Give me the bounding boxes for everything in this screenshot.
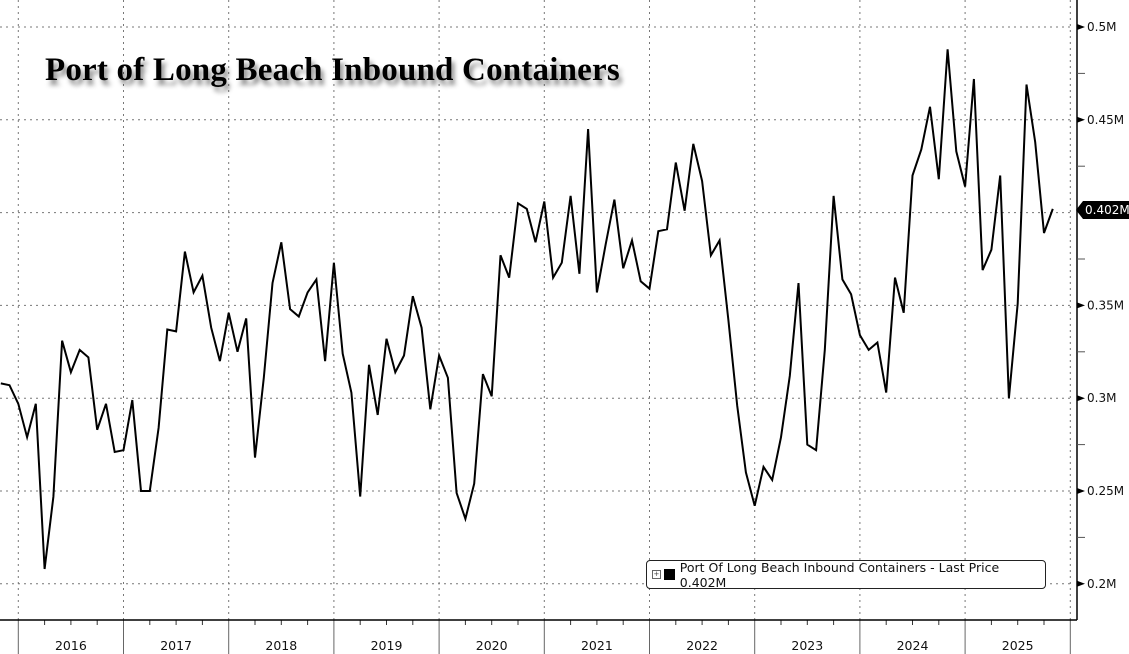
series-layer: [0, 49, 1054, 570]
y-tick-arrow: [1077, 24, 1085, 30]
y-tick-label: 0.5M: [1087, 20, 1116, 34]
x-tick-label: 2025: [1002, 638, 1034, 653]
x-tick-label: 2016: [55, 638, 87, 653]
x-tick-label: 2024: [897, 638, 929, 653]
y-tick-label: 0.25M: [1087, 484, 1124, 498]
y-tick-label: 0.3M: [1087, 391, 1116, 405]
y-tick-arrow: [1077, 302, 1085, 309]
legend-label: Port Of Long Beach Inbound Containers - …: [679, 559, 1000, 590]
legend-swatch: [663, 569, 675, 580]
y-tick-label: 0.35M: [1087, 298, 1124, 312]
x-tick-label: 2023: [791, 638, 823, 653]
series-line: [0, 49, 1054, 570]
y-tick-label: 0.45M: [1087, 113, 1124, 127]
x-tick-label: 2020: [476, 638, 508, 653]
x-tick-label: 2022: [686, 638, 718, 653]
last-value-tag: 0.402M: [1076, 201, 1129, 219]
chart-title: Port of Long Beach Inbound Containers: [45, 52, 620, 88]
y-tick-arrow: [1077, 116, 1085, 123]
y-tick-arrow: [1077, 395, 1085, 402]
y-tick-arrow: [1077, 488, 1085, 494]
y-tick-label: 0.2M: [1087, 577, 1116, 591]
x-tick-label: 2018: [265, 638, 297, 653]
y-tick-arrow: [1077, 580, 1085, 587]
x-tick-label: 2017: [160, 638, 192, 653]
grid: [0, 0, 1072, 620]
legend[interactable]: + Port Of Long Beach Inbound Containers …: [646, 559, 1046, 590]
x-tick-label: 2021: [581, 638, 613, 653]
expand-icon[interactable]: +: [652, 570, 661, 579]
x-tick-label: 2019: [371, 638, 403, 653]
